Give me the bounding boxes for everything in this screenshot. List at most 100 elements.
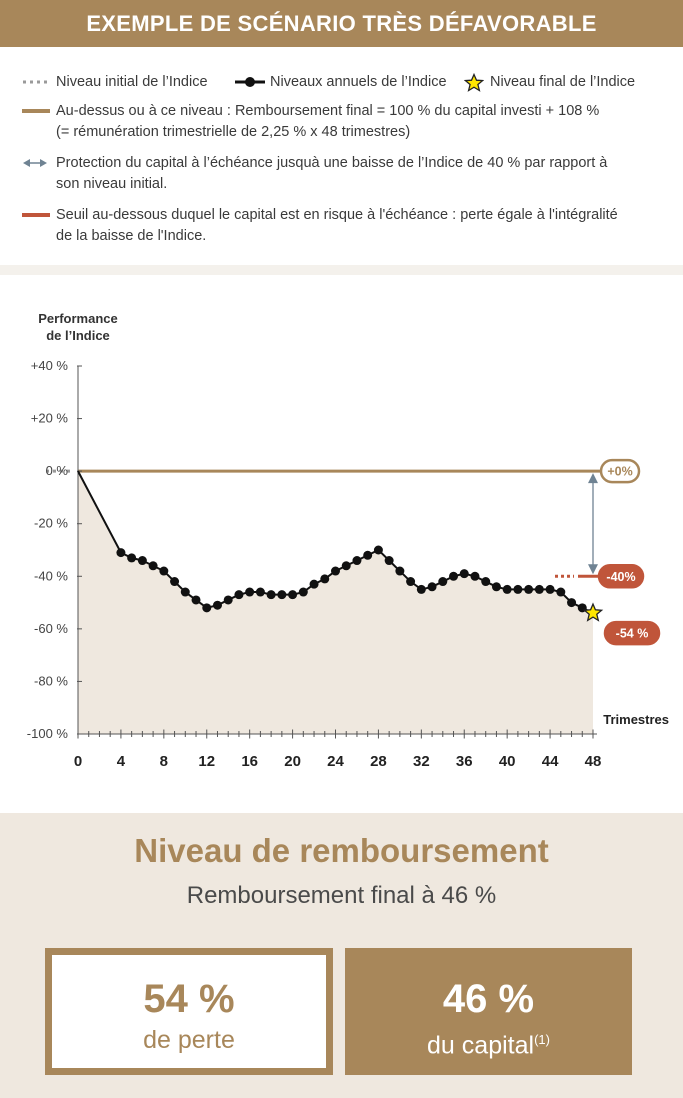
legend-initial-level: Niveau initial de l’Indice <box>56 74 208 90</box>
loss-label: de perte <box>143 1026 235 1054</box>
badge-plus0-pill <box>599 458 641 484</box>
index-data-point <box>449 571 459 581</box>
legend-annual-levels: Niveaux annuels de l’Indice <box>270 74 447 90</box>
protection-arrow-head-up <box>588 473 598 484</box>
index-data-point <box>277 590 287 600</box>
index-data-point <box>320 574 330 584</box>
index-data-point <box>513 584 523 594</box>
x-tick-label: 0 <box>74 753 82 770</box>
header-band <box>0 0 683 47</box>
index-data-point <box>137 556 147 566</box>
star-icon <box>464 73 484 92</box>
x-tick-label: 4 <box>117 753 126 770</box>
threshold-line-icon <box>22 109 50 113</box>
x-tick-label: 8 <box>160 753 168 770</box>
line-dot-icon <box>235 77 265 87</box>
index-data-point <box>170 577 180 587</box>
index-data-point <box>245 587 255 597</box>
legend-risk-line1: Seuil au-dessous duquel le capital est e… <box>56 207 618 223</box>
result-subtitle: Remboursement final à 46 % <box>186 882 497 909</box>
page-title: EXEMPLE DE SCÉNARIO TRÈS DÉFAVORABLE <box>86 11 597 36</box>
index-data-point <box>502 584 512 594</box>
risk-line-icon <box>22 213 50 217</box>
x-tick-label: 36 <box>456 753 473 770</box>
index-data-point <box>470 571 480 581</box>
y-tick-label: -100 % <box>27 726 69 741</box>
index-data-point <box>223 595 233 605</box>
index-data-point <box>416 584 426 594</box>
y-tick-label: -80 % <box>34 673 68 688</box>
result-title: Niveau de remboursement <box>134 832 549 869</box>
index-data-point <box>331 566 340 576</box>
index-data-point <box>363 550 373 560</box>
capital-percentage: 46 % <box>442 977 535 1021</box>
y-axis-title-line2: de l’Indice <box>46 328 110 343</box>
loss-box: 54 % de perte <box>45 948 333 1075</box>
loss-percentage: 54 % <box>143 977 235 1021</box>
y-tick-label: -60 % <box>34 621 68 636</box>
protection-arrow-head-down <box>588 564 598 575</box>
index-data-point <box>545 584 555 594</box>
index-data-point <box>212 600 222 610</box>
performance-chart: Performance de l’Indice +40 % +20 % 0 % -20… <box>27 311 669 770</box>
badge-final-text: -54 % <box>616 627 649 641</box>
index-data-point <box>148 561 158 571</box>
index-data-point <box>534 584 544 594</box>
dotted-line-icon <box>23 80 49 84</box>
index-data-point <box>180 587 190 597</box>
y-tick-label: +40 % <box>31 358 69 373</box>
x-tick-label: 20 <box>284 753 301 770</box>
badge-minus40-pill <box>597 564 645 589</box>
index-data-point <box>309 579 319 589</box>
capital-label-row: du capital(1) <box>345 1023 632 1062</box>
legend-final-level: Niveau final de l’Indice <box>490 74 636 90</box>
final-level-star <box>582 602 604 622</box>
index-data-point <box>406 577 416 587</box>
x-tick-label: 16 <box>241 753 258 770</box>
index-data-point <box>159 566 169 576</box>
capital-box: 46 % du capital(1) <box>345 948 632 1075</box>
x-tick-label: 24 <box>327 753 344 770</box>
y-axis-title-line1: Performance <box>38 311 117 326</box>
legend-threshold-line2: (= rémunération trimestrielle de 2,25 % … <box>56 124 411 140</box>
index-series-line <box>77 470 594 614</box>
index-data-point <box>556 587 566 597</box>
index-data-point <box>524 584 534 594</box>
index-data-point <box>202 603 212 613</box>
index-data-point <box>116 548 126 558</box>
index-data-point <box>395 566 405 576</box>
index-data-point <box>234 590 244 600</box>
index-data-point <box>298 587 308 597</box>
area-fill <box>78 471 593 734</box>
legend-protection-line2: son niveau initial. <box>56 176 168 192</box>
x-tick-label: 40 <box>499 753 516 770</box>
capital-footnote: (1) <box>534 1032 550 1047</box>
index-data-point <box>384 556 394 566</box>
capital-label: du capital <box>427 1031 535 1060</box>
legend-risk-line2: de la baisse de l'Indice. <box>56 228 207 244</box>
y-tick-label: +20 % <box>31 411 69 426</box>
y-tick-label: 0 % <box>46 463 69 478</box>
index-data-point <box>481 577 491 587</box>
x-tick-label: 44 <box>542 753 559 770</box>
x-tick-label: 48 <box>585 753 602 770</box>
index-data-point <box>352 556 362 566</box>
index-data-point <box>191 595 201 605</box>
index-data-point <box>427 582 437 592</box>
separator-band <box>0 265 683 275</box>
badge-final-pill <box>603 620 661 646</box>
index-data-point <box>255 587 265 597</box>
x-axis-title: Trimestres <box>603 712 669 727</box>
x-tick-label: 28 <box>370 753 387 770</box>
y-tick-label: -40 % <box>34 568 68 583</box>
index-data-point <box>459 569 469 579</box>
legend-threshold-line1: Au-dessus ou à ce niveau : Remboursement… <box>56 103 600 119</box>
y-tick-label: -20 % <box>34 516 68 531</box>
index-data-point <box>127 553 137 563</box>
index-data-point <box>438 577 448 587</box>
loss-box-inner: 54 % de perte <box>52 955 326 1068</box>
index-data-point <box>491 582 501 592</box>
index-data-point <box>373 545 383 555</box>
badge-plus0-text: +0% <box>607 465 632 479</box>
legend-protection-line1: Protection du capital à l’échéance jusqu… <box>56 155 608 171</box>
